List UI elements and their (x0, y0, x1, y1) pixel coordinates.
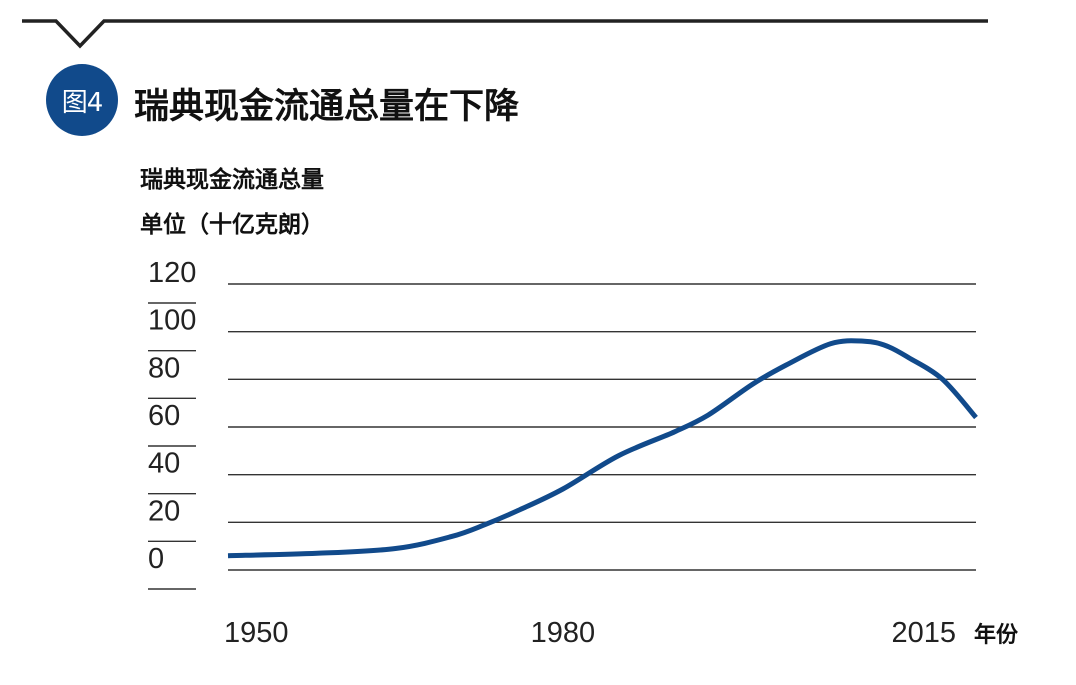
x-tick-labels: 1950 1980 2015 (224, 617, 956, 649)
y-tick-label-120: 120 (148, 257, 196, 289)
figure-badge: 图4 (46, 64, 118, 136)
x-tick-label-1980: 1980 (531, 617, 596, 649)
y-tick-label-80: 80 (148, 352, 180, 384)
series-lines (227, 338, 978, 559)
figure-badge-label: 图4 (61, 87, 104, 118)
page-title: 瑞典现金流通总量在下降 (134, 87, 520, 127)
y-tick-label-40: 40 (148, 448, 180, 480)
y-tick-label-100: 100 (148, 305, 196, 337)
series-line-0 (227, 338, 978, 559)
x-axis-title: 年份 (974, 622, 1019, 648)
y-axis-title-line-2: 单位（十亿克朗） (140, 212, 324, 238)
y-tick-label-20: 20 (148, 495, 180, 527)
y-tick-label-0: 0 (148, 543, 164, 575)
gridlines (228, 283, 976, 571)
y-tick-label-60: 60 (148, 400, 180, 432)
y-axis-title-line-1: 瑞典现金流通总量 (140, 167, 324, 193)
x-tick-label-2015: 2015 (891, 617, 956, 649)
top-rule-chevron (22, 19, 988, 49)
x-tick-label-1950: 1950 (224, 617, 289, 649)
y-tick-labels: 0 20 40 60 80 100 120 (148, 257, 196, 590)
